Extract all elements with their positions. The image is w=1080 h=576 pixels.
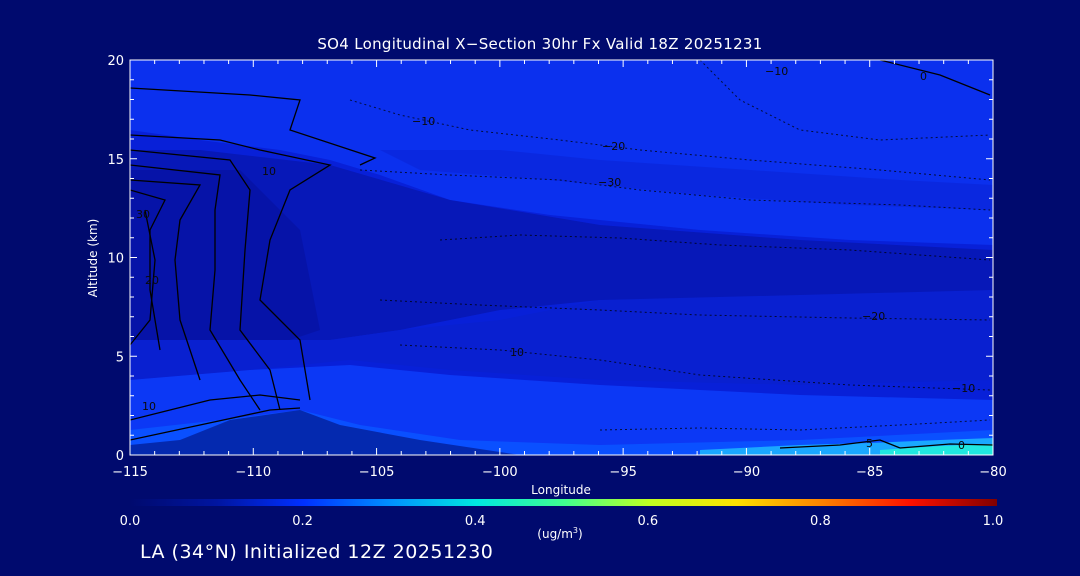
contour-label: 10	[142, 400, 156, 413]
y-axis: 0 5 10 15 20	[107, 54, 993, 464]
x-tick-label: −110	[235, 465, 271, 480]
field-dark-core	[130, 150, 993, 340]
colorbar	[130, 499, 997, 506]
colorbar-tick-label: 0.2	[292, 514, 313, 529]
units-text: (ug/m	[537, 527, 573, 541]
y-tick-label: 15	[107, 153, 124, 168]
contour-solid-12	[899, 443, 993, 449]
x-tick-label: −105	[359, 465, 395, 480]
colorbar-tick-label: 1.0	[983, 514, 1004, 529]
contour-solid-6	[130, 189, 166, 351]
contour-label: 0	[958, 439, 965, 452]
contour-dashed-2	[359, 169, 991, 211]
contour-label: −20	[602, 140, 625, 153]
field-dark-west	[130, 170, 320, 350]
contour-label: 10	[510, 346, 524, 359]
terrain	[130, 410, 520, 455]
y-tick-label: 5	[116, 350, 124, 365]
x-tick-label: −80	[979, 465, 1006, 480]
units-exponent: 3	[572, 526, 579, 535]
contour-dashed-6	[599, 419, 991, 431]
contour-solid-2	[130, 134, 332, 401]
contour-label: −10	[765, 65, 788, 78]
contour-solid-4	[130, 164, 261, 411]
x-tick-label: −90	[733, 465, 760, 480]
contour-label: 10	[262, 165, 276, 178]
contour-label: 0	[920, 70, 927, 83]
contour-solid-10	[879, 60, 991, 96]
chart-title: SO4 Longitudinal X−Section 30hr Fx Valid…	[317, 35, 763, 53]
contour-dashed-5	[399, 344, 991, 391]
contour-dashed-3	[439, 234, 991, 261]
x-tick-label: −85	[856, 465, 883, 480]
contour-solid-7	[130, 209, 156, 346]
units-close: )	[578, 527, 583, 541]
contour-solid-5	[130, 179, 202, 381]
contour-solid-8	[130, 394, 301, 421]
y-axis-label: Altitude (km)	[86, 219, 100, 298]
footer-caption: LA (34°N) Initialized 12Z 20251230	[140, 541, 494, 563]
y-tick-label: 0	[116, 449, 124, 464]
x-tick-label: −100	[482, 465, 518, 480]
contour-label: −10	[412, 115, 435, 128]
contour-label: −10	[952, 382, 975, 395]
contour-lines	[130, 60, 993, 449]
x-axis-label: Longitude	[531, 483, 591, 497]
contour-label: 5	[866, 437, 873, 450]
contour-dashed	[349, 60, 991, 431]
x-axis: −115 −110 −105 −100 −95 −90 −85 −80	[112, 60, 1007, 480]
contour-label: −20	[862, 310, 885, 323]
colorbar-tick-label: 0.6	[637, 514, 658, 529]
colorbar-tick-label: 0.4	[465, 514, 486, 529]
contour-solid-9	[130, 407, 301, 441]
contour-solid-11	[779, 439, 901, 449]
contour-solid-3	[130, 149, 281, 411]
colorbar-units: (ug/m3)	[510, 526, 610, 541]
colorbar-tick-label: 0.0	[120, 514, 141, 529]
contour-label: 20	[145, 274, 159, 287]
contour-dashed-4	[379, 299, 991, 321]
field-surface-max	[880, 444, 993, 455]
field-lower-mid	[130, 290, 993, 385]
colorbar-ticks: 0.0 0.2 0.4 0.6 0.8 1.0	[120, 514, 1004, 529]
field-upper-mid	[380, 150, 993, 210]
concentration-field: −10 0 −10 −20 −30 −20 10 −10 10 20 30 10…	[130, 60, 993, 455]
y-tick-label: 20	[107, 54, 124, 69]
colorbar-tick-label: 0.8	[810, 514, 831, 529]
contour-solid-1	[130, 87, 377, 166]
contour-label: 30	[136, 208, 150, 221]
contour-dashed-7	[699, 60, 991, 141]
contour-label: −30	[598, 176, 621, 189]
x-tick-label: −95	[609, 465, 636, 480]
y-tick-label: 10	[107, 252, 124, 267]
x-tick-label: −115	[112, 465, 148, 480]
